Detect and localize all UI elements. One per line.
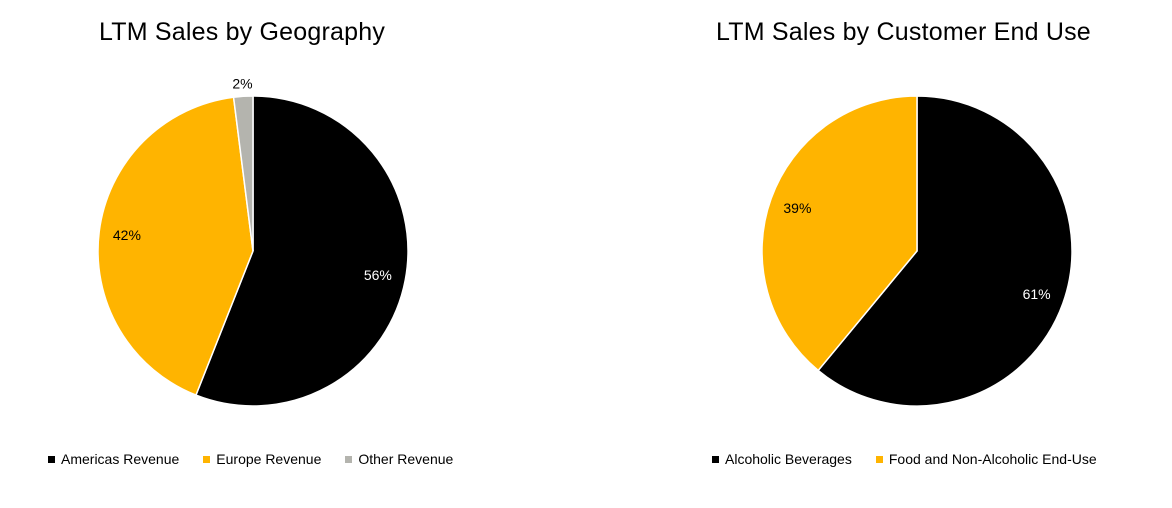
legend-item-europe: Europe Revenue	[203, 451, 321, 467]
end-use-pie-chart: 61% 39%	[761, 95, 1073, 407]
legend-item-food: Food and Non-Alcoholic End-Use	[875, 451, 1097, 467]
legend-label: Food and Non-Alcoholic End-Use	[888, 451, 1097, 467]
chart-title: LTM Sales by Customer End Use	[716, 18, 1091, 46]
legend-item-other: Other Revenue	[345, 451, 453, 467]
data-label-europe-revenue: 42%	[113, 227, 141, 243]
chart-title: LTM Sales by Geography	[99, 18, 386, 46]
data-label-alcoholic-beverages: 61%	[1023, 286, 1051, 302]
pie-slice-americas-revenue	[194, 95, 409, 407]
legend-item-alcoholic: Alcoholic Beverages	[712, 451, 852, 467]
data-label-americas-revenue: 56%	[364, 267, 392, 283]
legend-swatch	[48, 455, 55, 463]
legend-item-americas: Americas Revenue	[48, 451, 179, 467]
geography-chart-panel: LTM Sales by Geography 56% 42% 2% Americas…	[48, 18, 477, 467]
data-label-food-and-non-alcoholic-end-use: 39%	[783, 200, 811, 216]
legend-swatch	[712, 455, 719, 463]
legend-label: Americas Revenue	[61, 451, 180, 467]
legend-label: Other Revenue	[358, 451, 454, 467]
pie-slice-food-and-non-alcoholic-end-use	[761, 95, 918, 372]
legend-label: Europe Revenue	[216, 451, 322, 467]
legend-swatch	[203, 455, 211, 463]
chart-legend: Alcoholic Beverages Food and Non-Alcohol…	[712, 451, 1121, 467]
geography-pie-chart: 56% 42% 2%	[97, 75, 409, 407]
legend-swatch	[875, 455, 883, 463]
end-use-chart-panel: LTM Sales by Customer End Use 61% 39% Alc…	[586, 0, 1172, 508]
pie-slice-alcoholic-beverages	[817, 95, 1073, 407]
data-label-other-revenue: 2%	[232, 75, 252, 91]
pie-slice-europe-revenue	[97, 96, 254, 397]
legend-label: Alcoholic Beverages	[725, 451, 852, 467]
pie-slice-other-revenue	[232, 95, 254, 252]
legend-swatch	[345, 455, 353, 463]
chart-legend: Americas Revenue Europe Revenue Other Re…	[48, 451, 477, 467]
